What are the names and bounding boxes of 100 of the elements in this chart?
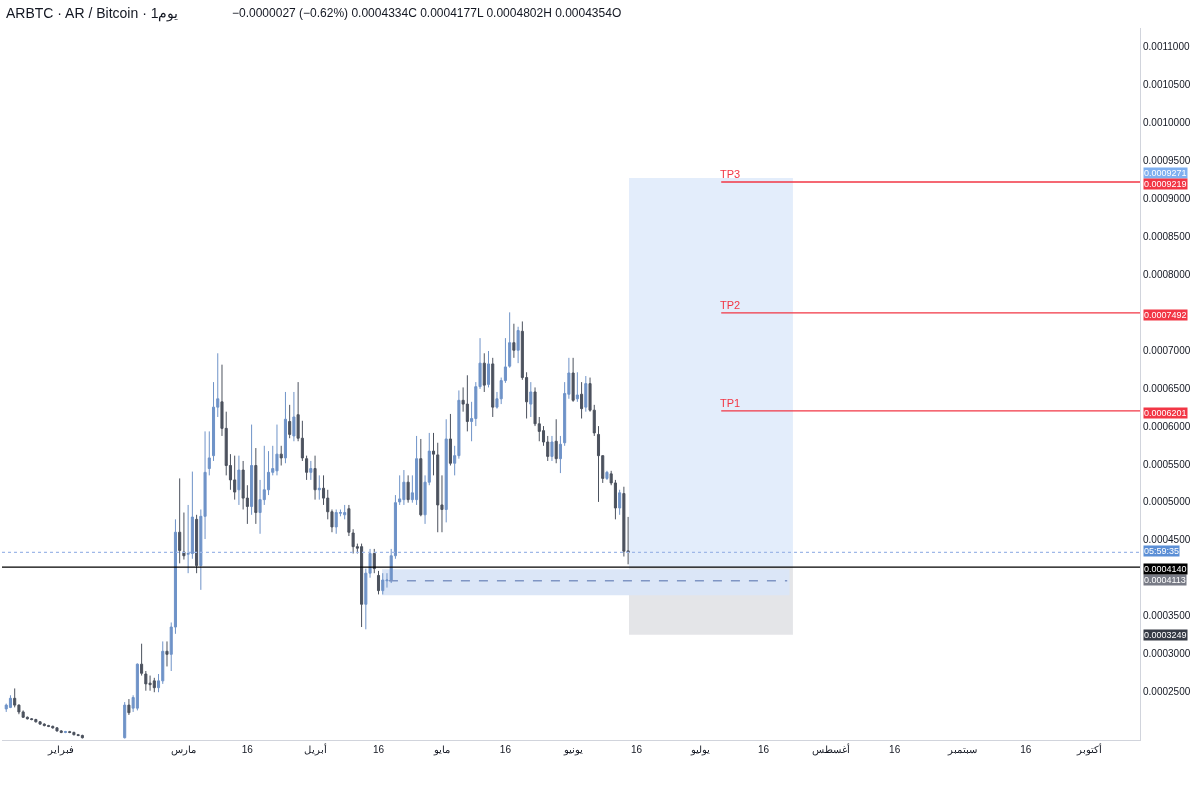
candlestick	[309, 460, 313, 481]
x-tick-label: سبتمبر	[946, 744, 977, 756]
candlestick	[317, 474, 321, 501]
annotation: TP2	[720, 299, 741, 311]
x-tick-label: مايو	[432, 744, 450, 756]
text: 0.0009271	[1144, 168, 1187, 178]
candlestick	[618, 489, 622, 516]
candlestick	[550, 435, 554, 462]
candlestick	[571, 357, 575, 403]
x-tick-label: 16	[757, 744, 770, 755]
candlestick	[529, 381, 533, 418]
candlestick	[195, 514, 199, 574]
candlestick	[444, 418, 448, 523]
candlestick	[465, 374, 469, 432]
candlestick	[580, 381, 584, 419]
x-tick-label: 16	[1020, 744, 1032, 755]
text: 0.0003249	[1144, 630, 1187, 640]
y-tick-label: 0.0004500	[1143, 534, 1191, 546]
candlestick	[51, 725, 55, 730]
candlestick	[516, 326, 520, 364]
chart-subtitle: −0.0000027 (−0.62%) 0.0004334C 0.0004177L 0.0004802H 0.0004354O	[232, 6, 622, 20]
x-tick-label: 16	[372, 744, 385, 755]
y-tick-label: 0.0009000	[1143, 193, 1191, 205]
candlestick	[575, 371, 579, 403]
candlestick	[8, 694, 12, 709]
candlestick	[406, 474, 410, 504]
y-tick-label: 0.0007000	[1143, 344, 1191, 356]
candlestick	[584, 375, 588, 413]
candlestick	[419, 438, 423, 517]
candlestick	[275, 424, 279, 476]
y-tick-label: 0.0005500	[1143, 458, 1191, 470]
ref-line-label: 0.0004140	[1144, 564, 1187, 574]
y-tick-label: 0.0005000	[1143, 496, 1191, 508]
x-tick-label: 16	[631, 744, 643, 755]
annotation: TP1	[720, 397, 741, 409]
candlestick	[482, 352, 486, 393]
ref-line-label: 0.0007492	[1144, 310, 1187, 320]
candlestick	[123, 701, 127, 739]
ref-line-label: 0.0006201	[1144, 408, 1187, 418]
candlestick	[292, 391, 296, 442]
candlestick	[279, 445, 283, 467]
y-tick-label: 0.0008500	[1143, 231, 1191, 243]
y-tick-label: 0.0011000	[1143, 41, 1190, 53]
chart-title: ARBTC · AR / Bitcoin · 1يوم	[6, 4, 179, 22]
candlestick	[38, 721, 42, 726]
candlestick	[360, 543, 364, 628]
candlestick	[135, 662, 139, 711]
candlestick	[491, 357, 495, 418]
y-tick-label: 0.0003500	[1143, 610, 1191, 622]
x-tick-label: مارس	[171, 744, 197, 756]
y-tick-label: 0.0006000	[1143, 420, 1191, 432]
candlestick	[402, 469, 406, 506]
y-tick-label: 0.0008000	[1143, 268, 1191, 280]
candlestick	[605, 470, 609, 481]
candlestick	[34, 719, 38, 724]
x-tick-label: فبراير	[47, 744, 75, 756]
candlestick	[558, 435, 562, 474]
candlestick	[148, 675, 152, 692]
candlestick	[512, 323, 516, 359]
candlestick	[334, 508, 338, 535]
candlestick	[47, 724, 51, 728]
candlestick	[376, 570, 381, 595]
candlestick	[59, 729, 63, 734]
candlestick	[42, 722, 46, 727]
annotation: TP3	[720, 168, 741, 180]
candlestick	[554, 418, 558, 464]
candlestick	[233, 455, 237, 501]
y-tick-label: 0.0003000	[1143, 648, 1191, 660]
candlestick	[486, 350, 491, 388]
x-tick-label: يونيو	[562, 744, 583, 756]
candlestick	[415, 435, 419, 506]
candlestick	[30, 717, 34, 721]
x-tick-label: أبريل	[303, 743, 327, 756]
candlestick	[68, 730, 72, 734]
text: 05:59:35	[1144, 546, 1180, 556]
ref-line-label: 0.0009219	[1144, 179, 1187, 189]
candlestick	[372, 548, 376, 574]
candlestick	[165, 640, 169, 667]
x-tick-label: 16	[889, 744, 901, 755]
y-tick-label: 0.0006500	[1143, 382, 1191, 394]
candlestick	[313, 455, 317, 501]
candlestick	[254, 447, 258, 525]
candlestick	[63, 730, 67, 734]
candlestick	[343, 504, 347, 520]
candlestick	[596, 425, 601, 503]
x-tick-label: 16	[241, 744, 254, 755]
candlestick	[55, 727, 59, 733]
y-tick-label: 0.0009500	[1143, 155, 1191, 167]
candlestick	[448, 413, 452, 467]
candlestick	[72, 731, 76, 736]
candlestick	[207, 430, 211, 476]
text: 0.0004113	[1144, 575, 1186, 585]
y-tick-label: 0.0010500	[1143, 79, 1191, 91]
x-tick-label: أكتوبر	[1075, 743, 1102, 756]
candlestick	[288, 404, 292, 439]
candlestick	[381, 572, 385, 595]
candlestick	[178, 477, 182, 564]
candlestick	[76, 733, 80, 737]
candlestick	[250, 424, 254, 516]
candlestick	[152, 677, 156, 693]
